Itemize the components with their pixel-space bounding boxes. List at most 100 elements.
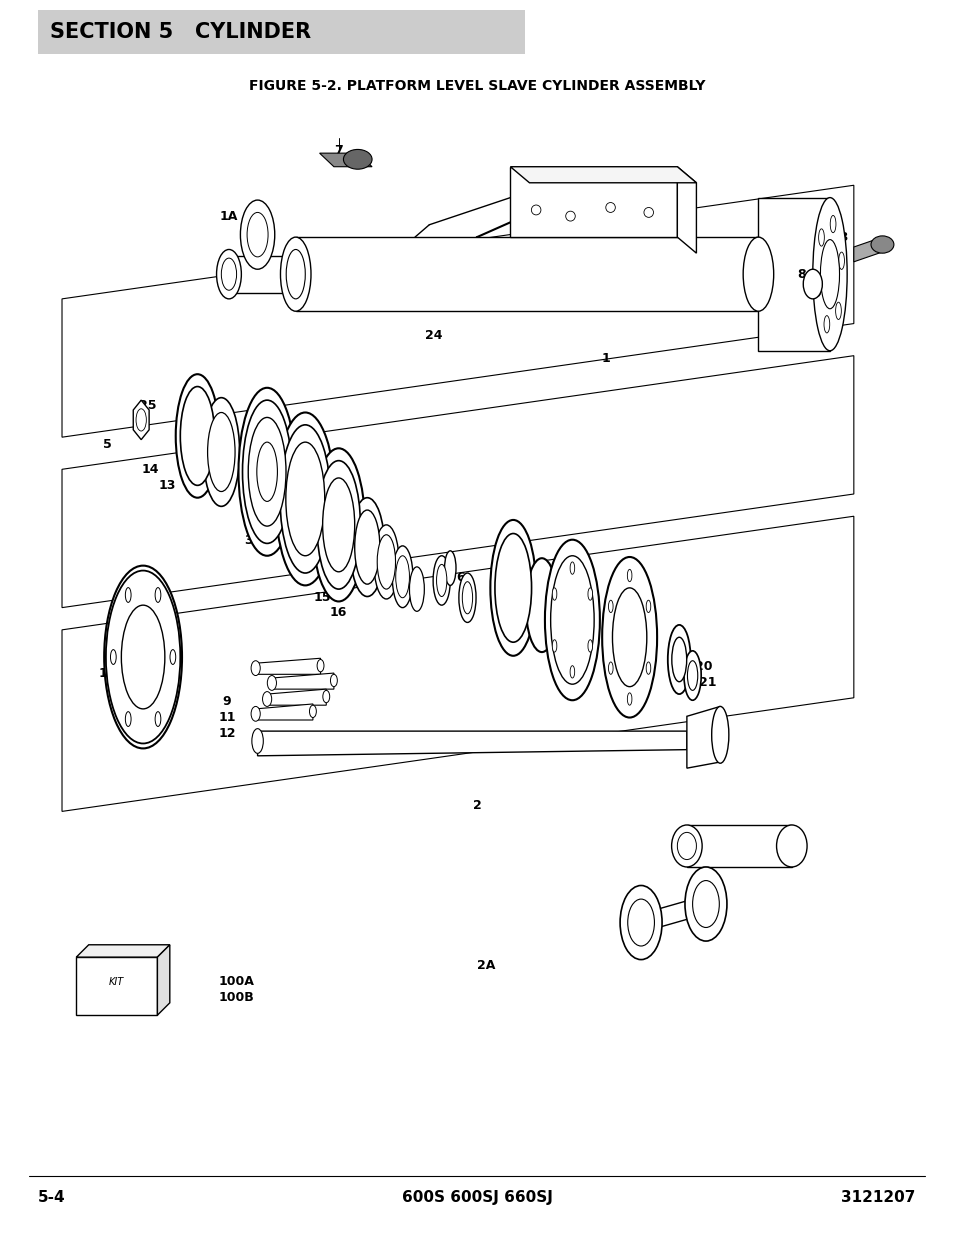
Ellipse shape: [409, 567, 424, 611]
Polygon shape: [257, 731, 686, 756]
Ellipse shape: [570, 666, 574, 678]
Ellipse shape: [376, 535, 395, 589]
Ellipse shape: [742, 237, 773, 311]
Ellipse shape: [812, 198, 846, 351]
Text: 14: 14: [327, 569, 344, 582]
Ellipse shape: [251, 706, 260, 721]
Text: 16: 16: [330, 606, 347, 619]
Bar: [38, 10, 524, 54]
Ellipse shape: [570, 562, 574, 574]
Ellipse shape: [355, 510, 379, 584]
Ellipse shape: [322, 478, 355, 572]
Ellipse shape: [550, 556, 594, 684]
Ellipse shape: [136, 409, 146, 431]
Text: 9: 9: [222, 695, 232, 708]
Ellipse shape: [280, 237, 311, 311]
Polygon shape: [677, 167, 696, 253]
Polygon shape: [510, 167, 696, 183]
Ellipse shape: [838, 252, 843, 269]
Text: 25: 25: [139, 399, 156, 411]
Ellipse shape: [587, 640, 592, 652]
Text: 100B: 100B: [218, 992, 254, 1004]
Ellipse shape: [221, 258, 236, 290]
Text: 2: 2: [472, 799, 481, 811]
Ellipse shape: [684, 867, 726, 941]
Polygon shape: [758, 198, 829, 351]
Ellipse shape: [462, 582, 472, 614]
Polygon shape: [853, 237, 882, 262]
Ellipse shape: [106, 571, 180, 743]
Ellipse shape: [251, 661, 260, 676]
Ellipse shape: [525, 558, 558, 652]
Ellipse shape: [104, 566, 182, 748]
Ellipse shape: [776, 825, 806, 867]
Ellipse shape: [286, 442, 324, 556]
Ellipse shape: [395, 556, 409, 598]
Text: FIGURE 5-2. PLATFORM LEVEL SLAVE CYLINDER ASSEMBLY: FIGURE 5-2. PLATFORM LEVEL SLAVE CYLINDE…: [249, 79, 704, 94]
Text: KIT: KIT: [109, 977, 124, 987]
Ellipse shape: [256, 442, 277, 501]
Ellipse shape: [286, 249, 305, 299]
Ellipse shape: [692, 881, 719, 927]
Ellipse shape: [490, 520, 536, 656]
Ellipse shape: [155, 711, 161, 726]
Ellipse shape: [155, 588, 161, 603]
Ellipse shape: [216, 249, 241, 299]
Text: 1: 1: [600, 352, 610, 364]
Text: 23: 23: [830, 231, 847, 243]
Ellipse shape: [262, 692, 272, 706]
Ellipse shape: [823, 316, 829, 333]
Polygon shape: [62, 516, 853, 811]
Ellipse shape: [671, 825, 701, 867]
Ellipse shape: [818, 228, 823, 246]
Polygon shape: [157, 945, 170, 1015]
Text: 12: 12: [218, 727, 235, 740]
Ellipse shape: [711, 706, 728, 763]
Ellipse shape: [111, 650, 116, 664]
Polygon shape: [267, 689, 326, 705]
Ellipse shape: [802, 269, 821, 299]
Text: 1A: 1A: [219, 210, 238, 222]
Ellipse shape: [601, 557, 657, 718]
Ellipse shape: [125, 711, 131, 726]
Ellipse shape: [683, 651, 700, 700]
Text: 3121207: 3121207: [841, 1191, 915, 1205]
Ellipse shape: [687, 661, 697, 690]
Ellipse shape: [552, 640, 557, 652]
Ellipse shape: [565, 211, 575, 221]
Polygon shape: [76, 945, 170, 957]
Ellipse shape: [312, 448, 365, 601]
Ellipse shape: [121, 605, 165, 709]
Ellipse shape: [175, 374, 219, 498]
Text: 10: 10: [98, 667, 115, 679]
Polygon shape: [62, 185, 853, 437]
Polygon shape: [62, 356, 853, 608]
Polygon shape: [255, 658, 320, 674]
Polygon shape: [686, 825, 791, 867]
Ellipse shape: [643, 207, 653, 217]
Ellipse shape: [436, 564, 446, 597]
Text: 600S 600SJ 660SJ: 600S 600SJ 660SJ: [401, 1191, 552, 1205]
Ellipse shape: [495, 534, 531, 642]
Ellipse shape: [240, 200, 274, 269]
Text: 21: 21: [699, 677, 716, 689]
Text: SECTION 5   CYLINDER: SECTION 5 CYLINDER: [50, 22, 311, 42]
Text: 19: 19: [547, 609, 564, 621]
Ellipse shape: [608, 600, 613, 613]
Ellipse shape: [203, 398, 239, 506]
Text: 11: 11: [218, 711, 235, 724]
Polygon shape: [133, 400, 149, 440]
Text: 14: 14: [142, 463, 159, 475]
Ellipse shape: [275, 412, 335, 585]
Text: 6: 6: [456, 572, 465, 584]
Ellipse shape: [627, 569, 631, 582]
Ellipse shape: [330, 674, 337, 687]
Ellipse shape: [531, 205, 540, 215]
Ellipse shape: [248, 417, 286, 526]
Ellipse shape: [350, 498, 384, 597]
Ellipse shape: [677, 832, 696, 860]
Ellipse shape: [645, 600, 650, 613]
Polygon shape: [255, 704, 313, 720]
Ellipse shape: [645, 662, 650, 674]
Ellipse shape: [374, 525, 398, 599]
